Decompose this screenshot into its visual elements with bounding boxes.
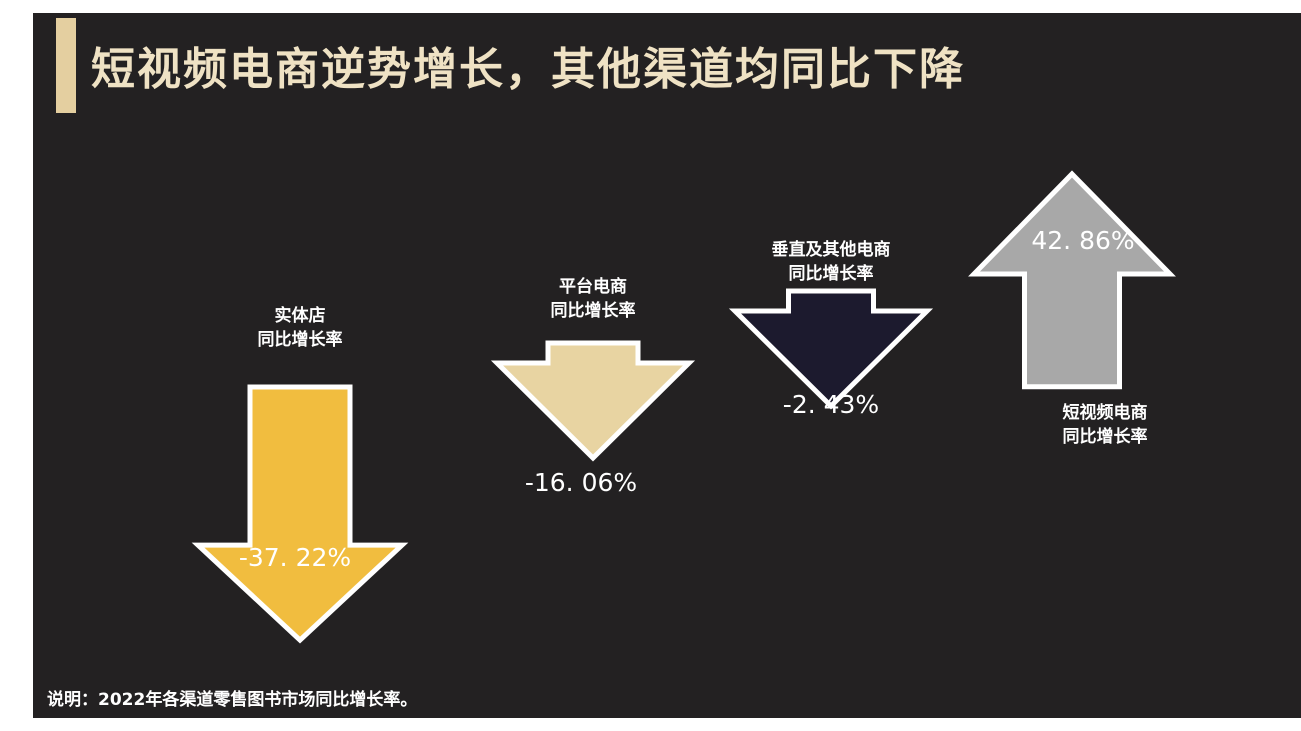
category-label-2-line-1: 平台电商: [559, 276, 627, 297]
category-label-2-line-2: 同比增长率: [551, 300, 636, 321]
value-label-3: -2. 43%: [783, 390, 879, 419]
slide: 短视频电商逆势增长，其他渠道均同比下降 实体店 同比增长率 -37. 22% 平台电商…: [33, 13, 1301, 718]
title-accent-bar: [56, 18, 76, 113]
arrow-bar-3: [728, 288, 934, 410]
arrow-bar-4: [968, 170, 1176, 390]
category-label-1-line-2: 同比增长率: [258, 329, 343, 350]
arrow-bar-2: [490, 340, 696, 462]
category-label-4-line-1: 短视频电商: [1063, 402, 1148, 423]
value-label-1: -37. 22%: [239, 543, 351, 572]
value-label-2: -16. 06%: [525, 468, 637, 497]
category-label-3-line-1: 垂直及其他电商: [772, 239, 891, 260]
page-title: 短视频电商逆势增长，其他渠道均同比下降: [91, 44, 965, 95]
category-label-3-line-2: 同比增长率: [789, 263, 874, 284]
value-label-4: 42. 86%: [1031, 226, 1134, 255]
footnote: 说明：2022年各渠道零售图书市场同比增长率。: [47, 690, 418, 710]
category-label-1-line-1: 实体店: [275, 305, 326, 326]
arrow-bar-1: [191, 384, 409, 644]
category-label-4-line-2: 同比增长率: [1063, 426, 1148, 447]
